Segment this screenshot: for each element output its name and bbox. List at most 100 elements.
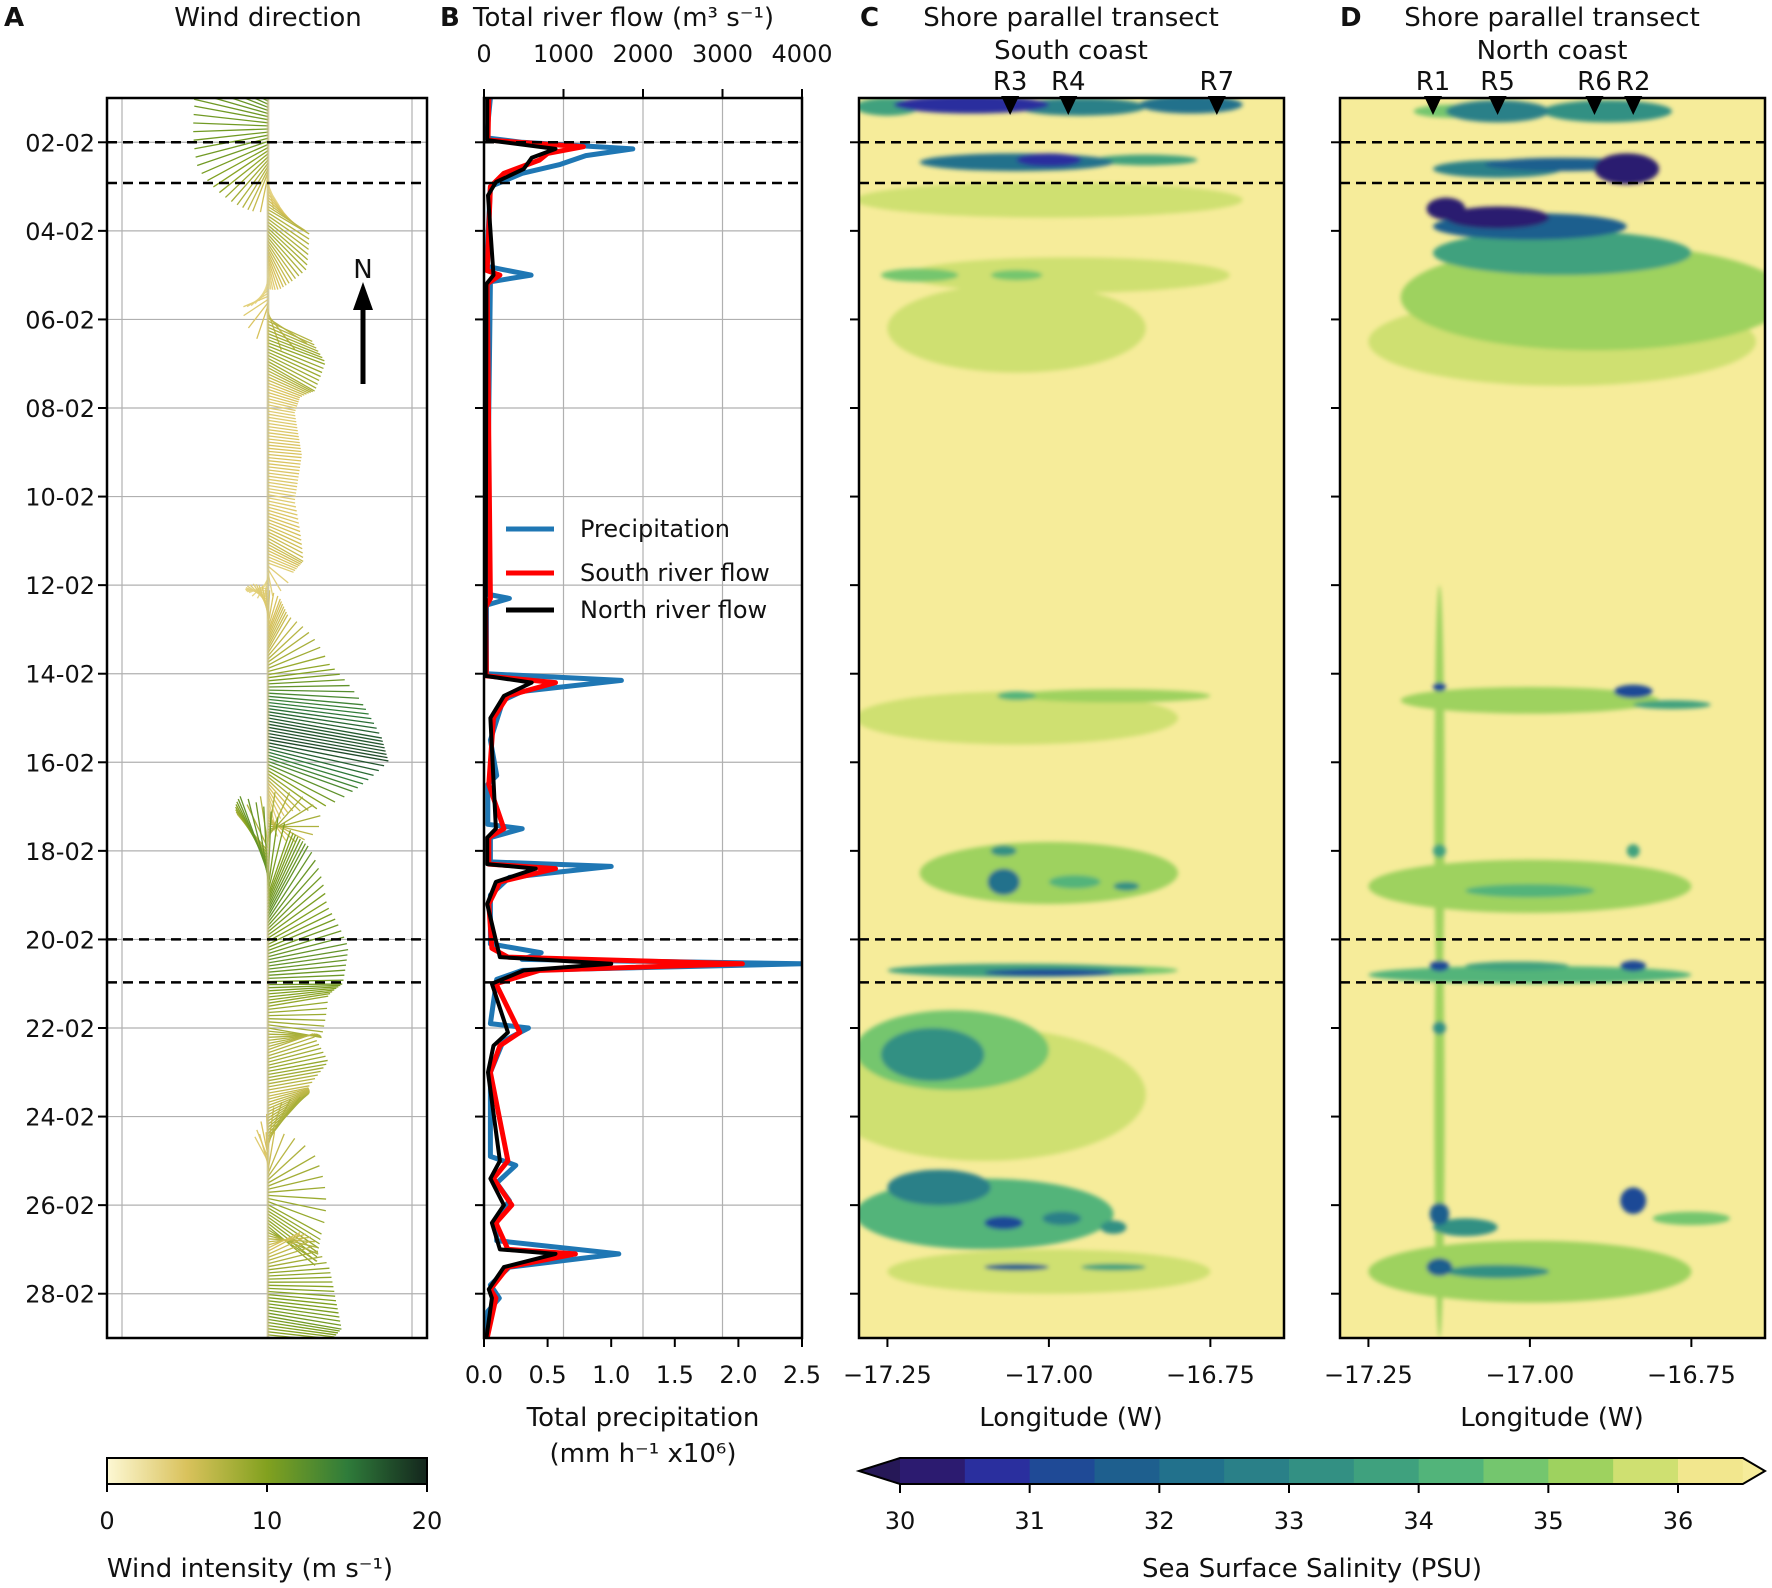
panel-c-title-line1: Shore parallel transect	[923, 3, 1219, 33]
salinity-feature	[997, 691, 1036, 701]
wind-stick	[267, 388, 300, 401]
wind-stick	[196, 140, 269, 167]
wind-stick	[267, 394, 299, 405]
axes-frame-a	[105, 96, 429, 1340]
salinity-feature	[1652, 1211, 1731, 1226]
wind-stick	[267, 782, 294, 812]
wind-stick	[267, 348, 323, 374]
wind-stick	[211, 98, 269, 115]
wind-stick	[267, 518, 301, 533]
wind-stick	[229, 98, 269, 112]
wind-stick	[267, 438, 300, 444]
colorbar-segment	[1613, 1458, 1679, 1484]
x-tick-label: −17.00	[1485, 1361, 1574, 1389]
wind-stick	[267, 621, 298, 657]
salinity-feature	[1594, 153, 1660, 185]
x-tick-label: −16.75	[1647, 1361, 1736, 1389]
wind-stick	[267, 1088, 310, 1100]
wind-stick	[267, 354, 320, 382]
wind-stick	[267, 559, 296, 572]
wind-stick	[267, 822, 314, 836]
wind-stick	[267, 987, 337, 995]
wind-stick	[267, 329, 319, 352]
panel-c-xlabel: Longitude (W)	[979, 1403, 1163, 1433]
wind-stick	[267, 840, 304, 911]
wind-stick	[242, 98, 269, 108]
y-tick-label: 02-02	[25, 129, 95, 157]
wind-stick	[267, 323, 315, 346]
wind-stick	[267, 525, 302, 541]
wind-stick	[267, 892, 326, 936]
wind-stick	[267, 528, 303, 545]
wind-stick	[267, 494, 296, 501]
salinity-feature	[1433, 230, 1692, 276]
wind-stick	[267, 258, 279, 290]
wind-stick	[267, 407, 295, 414]
wind-stick	[267, 233, 303, 274]
wind-stick	[267, 979, 344, 983]
wind-stick	[252, 98, 269, 105]
wind-stick	[247, 798, 269, 877]
wind-stick	[267, 901, 327, 939]
wind-stick	[267, 1197, 327, 1212]
y-tick-label: 10-02	[25, 484, 95, 512]
wind-stick	[267, 984, 341, 989]
wind-stick	[267, 1018, 326, 1021]
wind-stick	[267, 398, 298, 407]
wind-stick	[267, 1089, 310, 1107]
river-marker-r7	[1207, 96, 1226, 115]
wind-stick	[267, 1315, 342, 1330]
salinity-feature	[1429, 960, 1450, 972]
salinity-feature	[1542, 100, 1672, 123]
wind-stick	[267, 1284, 334, 1288]
wind-stick	[267, 550, 300, 567]
wind-stick	[252, 172, 269, 212]
wind-stick	[267, 209, 310, 235]
wind-stick	[267, 497, 296, 504]
wind-stick	[267, 732, 387, 756]
heatmap-c	[859, 98, 1284, 1338]
river-marker-r1	[1424, 96, 1443, 115]
wind-stick	[247, 169, 269, 211]
wind-stick	[267, 689, 355, 693]
y-tick-label: 14-02	[25, 661, 95, 689]
wind-stick	[193, 113, 269, 124]
wind-stick	[267, 478, 298, 485]
wind-stick	[267, 410, 296, 417]
river-marker-r6	[1585, 96, 1604, 115]
wind-stick	[267, 913, 333, 945]
wind-stick	[267, 924, 339, 952]
wind-stick	[267, 413, 296, 420]
wind-stick	[267, 1138, 296, 1178]
wind-stick	[267, 230, 307, 271]
wind-colorbar-tick: 0	[99, 1507, 114, 1535]
wind-stick	[267, 512, 300, 524]
wind-stick	[267, 1238, 316, 1243]
wind-stick	[267, 1039, 317, 1057]
wind-stick	[194, 105, 269, 121]
wind-stick	[267, 336, 323, 359]
colorbar-tick-label: 32	[1144, 1507, 1175, 1535]
panel-d-xlabel: Longitude (W)	[1460, 1403, 1644, 1433]
wind-stick	[267, 1300, 338, 1310]
wind-stick	[246, 804, 269, 849]
wind-stick	[267, 339, 325, 362]
wind-stick	[267, 614, 289, 651]
wind-stick	[267, 515, 300, 528]
wind-stick	[267, 867, 320, 927]
x-tick-label: 2.5	[783, 1361, 821, 1389]
wind-stick	[267, 1232, 301, 1249]
wind-stick	[267, 472, 299, 478]
wind-stick	[267, 832, 294, 899]
panel-b-xlabel-line1: Total precipitation	[526, 1403, 760, 1433]
wind-stick	[267, 1237, 305, 1255]
wind-stick	[267, 711, 377, 729]
wind-stick	[267, 1207, 321, 1241]
wind-stick	[267, 692, 360, 699]
river-label: R7	[1200, 67, 1235, 97]
wind-stick	[267, 212, 310, 240]
river-label: R5	[1480, 67, 1515, 97]
salinity-feature	[1081, 1263, 1146, 1271]
wind-stick	[267, 360, 317, 389]
axes-frame-c	[857, 96, 1286, 1340]
